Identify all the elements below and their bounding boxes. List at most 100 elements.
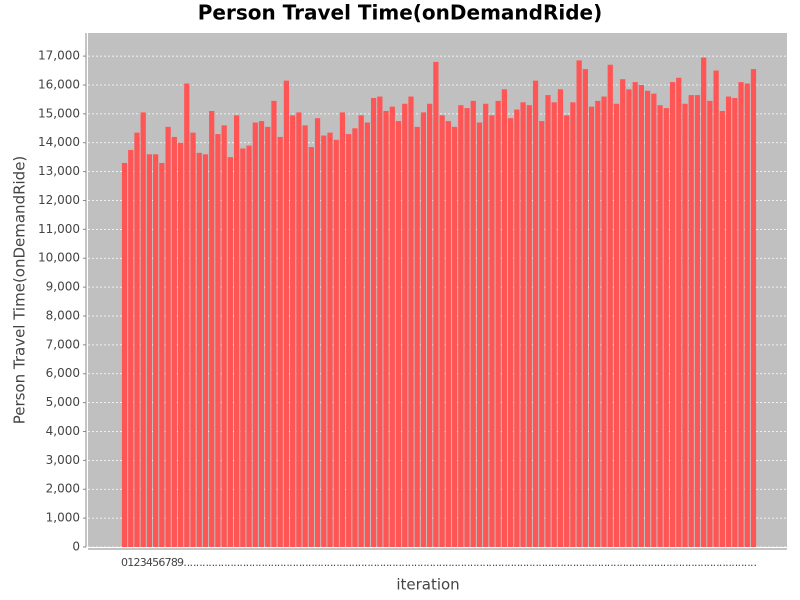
bar (732, 97, 738, 547)
x-tick-label: .. (401, 556, 408, 569)
x-tick-label: .. (258, 556, 265, 569)
bar (651, 93, 657, 548)
y-tick-label: 0 (72, 540, 80, 554)
x-tick-label: .. (314, 556, 321, 569)
y-axis-label: Person Travel Time(onDemandRide) (11, 156, 29, 425)
bar (271, 100, 277, 547)
bar (171, 136, 177, 547)
bar (626, 89, 632, 547)
x-tick-label: .. (376, 556, 383, 569)
x-tick-label: .. (544, 556, 551, 569)
bar (221, 125, 227, 548)
bar (283, 80, 290, 548)
x-tick-label: .. (407, 556, 414, 569)
bar (738, 82, 744, 547)
x-tick-label: .. (538, 556, 545, 569)
bar (750, 69, 757, 547)
x-tick-label: .. (451, 556, 458, 569)
bar (414, 126, 420, 547)
x-tick-label: .. (414, 556, 421, 569)
x-tick-label: .. (395, 556, 402, 569)
x-tick-label: .. (694, 556, 701, 569)
bar (707, 100, 713, 547)
y-tick-label: 6,000 (46, 366, 80, 380)
x-tick-label: .. (569, 556, 576, 569)
x-tick-label: .. (457, 556, 464, 569)
bar (520, 102, 526, 547)
y-tick-label: 16,000 (38, 77, 80, 91)
x-tick-label: .. (607, 556, 614, 569)
y-tick-label: 8,000 (46, 308, 80, 322)
x-axis-label: iteration (396, 576, 459, 594)
y-tick-label: 2,000 (46, 482, 80, 496)
bar (545, 95, 551, 548)
x-tick-label: .. (432, 556, 439, 569)
x-tick-label: .. (588, 556, 595, 569)
bar (233, 115, 240, 547)
bar (719, 110, 725, 547)
bar (402, 103, 408, 547)
bar (370, 97, 377, 547)
bar (358, 115, 364, 547)
bar (445, 121, 451, 548)
bar (209, 110, 215, 547)
bar (420, 112, 427, 548)
bar (140, 112, 146, 548)
x-tick-label: .. (351, 556, 358, 569)
x-tick-label: 1 (127, 556, 134, 569)
bar (539, 121, 545, 548)
bar (314, 118, 321, 547)
x-tick-label: .. (383, 556, 390, 569)
bar (265, 126, 271, 547)
bar (582, 69, 588, 547)
x-tick-label: .. (308, 556, 315, 569)
bar (464, 108, 470, 548)
bar (395, 121, 402, 548)
bar (296, 112, 302, 548)
x-tick-label: .. (283, 556, 290, 569)
x-tick-label: .. (277, 556, 284, 569)
bar (495, 100, 501, 547)
x-tick-label: .. (619, 556, 626, 569)
bar (632, 82, 638, 547)
x-tick-label: .. (252, 556, 259, 569)
y-tick-label: 12,000 (38, 193, 80, 207)
bar (346, 134, 352, 547)
x-tick-label: .. (520, 556, 527, 569)
x-tick-label: .. (657, 556, 664, 569)
bar (427, 103, 433, 547)
y-tick-label: 7,000 (46, 337, 80, 351)
y-tick-label: 10,000 (38, 251, 80, 265)
x-tick-label: .. (439, 556, 446, 569)
x-tick-label: .. (196, 556, 203, 569)
bar (321, 135, 327, 547)
y-tick-label: 13,000 (38, 164, 80, 178)
x-tick-label: .. (370, 556, 377, 569)
bar (676, 77, 682, 548)
x-tick-label: .. (576, 556, 583, 569)
x-tick-label: .. (364, 556, 371, 569)
bar (202, 154, 209, 548)
bar (595, 100, 601, 547)
bar (688, 95, 694, 548)
x-tick-label: 2 (133, 556, 140, 569)
bar (327, 132, 333, 547)
bar (613, 103, 620, 547)
y-tick-label: 15,000 (38, 106, 80, 120)
x-tick-label: .. (320, 556, 327, 569)
bar (196, 152, 202, 547)
y-tick-label: 1,000 (46, 511, 80, 525)
bar (383, 110, 389, 547)
x-tick-label: .. (264, 556, 271, 569)
bar (240, 148, 246, 547)
x-tick-label: .. (644, 556, 651, 569)
bar (682, 103, 688, 547)
x-tick-label: .. (563, 556, 570, 569)
bar (184, 83, 190, 548)
bar (302, 125, 308, 548)
chart-title: Person Travel Time(onDemandRide) (198, 1, 603, 25)
bar (526, 105, 532, 547)
x-tick-label: .. (738, 556, 745, 569)
bar (121, 162, 128, 547)
x-tick-label: .. (464, 556, 471, 569)
